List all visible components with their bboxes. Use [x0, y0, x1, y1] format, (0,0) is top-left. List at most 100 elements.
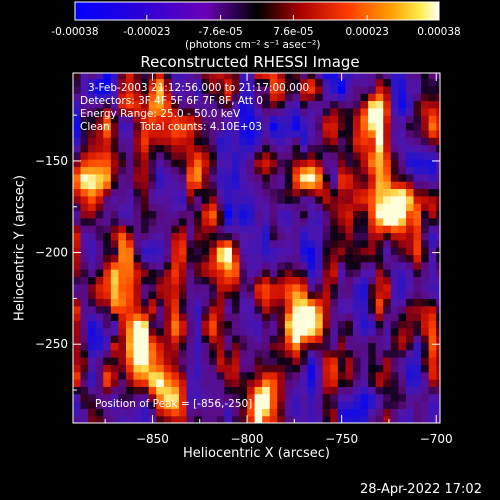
heatmap-cell [413, 415, 422, 423]
heatmap-cell [421, 415, 430, 423]
heatmap-cell [383, 327, 392, 336]
heatmap-cell [337, 254, 347, 263]
heatmap-cell [163, 415, 172, 423]
heatmap-cell [171, 386, 180, 395]
heatmap-cell [428, 144, 437, 153]
heatmap-cell [171, 269, 180, 277]
heatmap-cell [383, 210, 392, 219]
heatmap-cell [133, 73, 142, 80]
heatmap-cell [345, 261, 354, 270]
heatmap-cell [216, 320, 225, 329]
plot-frame [72, 72, 441, 424]
heatmap-cell [209, 203, 218, 212]
heatmap-cell [103, 151, 112, 160]
heatmap-cell [125, 357, 135, 365]
heatmap-cell [73, 188, 82, 197]
heatmap-cell [156, 137, 165, 146]
heatmap-cell [88, 166, 97, 175]
heatmap-cell [300, 173, 309, 182]
heatmap-cell [315, 159, 324, 168]
heatmap-cell [73, 335, 82, 343]
heatmap-cell [194, 364, 203, 373]
heatmap-cell [307, 210, 316, 219]
heatmap-cell [178, 159, 188, 168]
heatmap-cell [88, 144, 97, 153]
heatmap-cell [103, 137, 112, 146]
heatmap-cell [73, 144, 82, 153]
heatmap-cell [436, 93, 440, 102]
heatmap-cell [148, 357, 157, 365]
heatmap-cell [201, 195, 210, 204]
heatmap-cell [421, 320, 430, 329]
heatmap-cell [277, 313, 286, 321]
heatmap-cell [171, 239, 180, 248]
heatmap-cell [95, 78, 104, 87]
heatmap-cell [436, 188, 440, 197]
heatmap-cell [405, 320, 415, 329]
heatmap-cell [300, 203, 309, 212]
heatmap-cell [277, 115, 286, 124]
heatmap-cell [110, 100, 120, 109]
heatmap-cell [95, 122, 104, 131]
heatmap-cell [194, 217, 203, 226]
heatmap-cell [95, 401, 104, 409]
heatmap-cell [269, 100, 278, 109]
heatmap-cell [80, 247, 89, 256]
heatmap-cell [398, 305, 407, 314]
heatmap-cell [163, 320, 172, 329]
heatmap-cell [178, 379, 188, 387]
heatmap-cell [428, 276, 437, 285]
heatmap-cell [292, 159, 301, 168]
heatmap-cell [156, 225, 165, 234]
heatmap-cell [88, 320, 97, 329]
heatmap-cell [262, 247, 271, 256]
heatmap-cell [368, 210, 377, 219]
heatmap-cell [141, 335, 150, 343]
heatmap-cell [254, 100, 263, 109]
heatmap-cell [352, 239, 362, 248]
heatmap-cell [186, 210, 195, 219]
heatmap-cell [133, 364, 142, 373]
heatmap-cell [186, 371, 195, 380]
heatmap-cell [88, 93, 97, 102]
heatmap-cell [194, 247, 203, 256]
heatmap-cell [231, 415, 241, 423]
heatmap-cell [390, 217, 399, 226]
heatmap-cell [231, 254, 241, 263]
heatmap-cell [307, 401, 316, 409]
heatmap-cell [405, 85, 415, 94]
heatmap-cell [322, 349, 331, 358]
heatmap-cell [375, 408, 384, 417]
heatmap-cell [345, 144, 354, 153]
heatmap-cell [110, 232, 120, 241]
heatmap-cell [194, 144, 203, 153]
heatmap-cell [148, 298, 157, 307]
heatmap-cell [330, 225, 339, 234]
heatmap-cell [428, 305, 437, 314]
heatmap-cell [315, 166, 324, 175]
heatmap-cell [428, 401, 437, 409]
heatmap-cell [421, 283, 430, 292]
heatmap-cell [201, 408, 210, 417]
heatmap-cell [110, 254, 120, 263]
heatmap-cell [80, 254, 89, 263]
heatmap-cell [239, 305, 248, 314]
heatmap-cell [262, 78, 271, 87]
heatmap-cell [95, 188, 104, 197]
heatmap-cell [352, 371, 362, 380]
heatmap-cell [148, 137, 157, 146]
heatmap-cell [254, 415, 263, 423]
heatmap-cell [254, 225, 263, 234]
heatmap-cell [186, 181, 195, 190]
heatmap-cell [436, 107, 440, 116]
heatmap-cell [428, 181, 437, 190]
heatmap-cell [436, 137, 440, 146]
heatmap-cell [284, 137, 294, 146]
heatmap-cell [125, 159, 135, 168]
heatmap-cell [405, 401, 415, 409]
heatmap-cell [262, 107, 271, 116]
heatmap-cell [330, 305, 339, 314]
heatmap-cell [398, 291, 407, 299]
heatmap-cell [209, 342, 218, 351]
heatmap-cell [330, 261, 339, 270]
